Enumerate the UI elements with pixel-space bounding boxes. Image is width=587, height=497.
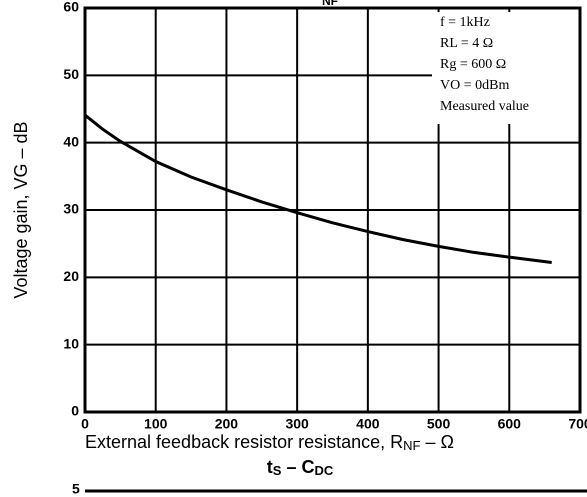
annotation: Rg = 600 Ω <box>440 57 506 72</box>
y-tick-label: 0 <box>71 403 79 419</box>
x-label-part: External feedback resistor resistance, R <box>85 432 403 452</box>
x-tick-label: 700 <box>568 416 587 432</box>
y-tick-label: 20 <box>63 268 79 284</box>
annotation: RL = 4 Ω <box>440 36 493 51</box>
title-sub: S <box>273 463 282 478</box>
x-tick-label: 500 <box>427 416 451 432</box>
y-axis-label: Voltage gain, VG – dB <box>11 121 31 298</box>
plot-frame <box>83 6 582 414</box>
annotation-box <box>432 12 582 124</box>
x-label-sub: NF <box>403 438 420 453</box>
y-tick-label: 30 <box>63 201 79 217</box>
chart-title: NF <box>322 0 338 8</box>
curve <box>84 113 552 265</box>
x-tick-label: 100 <box>144 416 168 432</box>
next-chart-title: tS – CDC <box>267 457 334 479</box>
y-tick-label: 10 <box>63 335 79 351</box>
x-axis-label: External feedback resistor resistance, R… <box>85 432 454 454</box>
title-sub: DC <box>314 463 333 478</box>
y-tick-label: 60 <box>63 0 79 15</box>
x-tick-label: 300 <box>285 416 309 432</box>
y-tick-label: 50 <box>63 66 79 82</box>
x-label-part: – Ω <box>420 432 453 452</box>
x-tick-label: 0 <box>81 416 89 432</box>
y-tick-label: 40 <box>63 133 79 149</box>
next-chart-tick: 5 <box>72 481 80 497</box>
title-part: t <box>267 457 273 477</box>
x-tick-label: 200 <box>215 416 239 432</box>
annotation: f = 1kHz <box>440 15 490 30</box>
x-tick-label: 600 <box>498 416 522 432</box>
x-tick-label: 400 <box>356 416 380 432</box>
title-part: – C <box>281 457 314 477</box>
annotation: VO = 0dBm <box>440 78 509 93</box>
annotation: Measured value <box>440 99 529 114</box>
